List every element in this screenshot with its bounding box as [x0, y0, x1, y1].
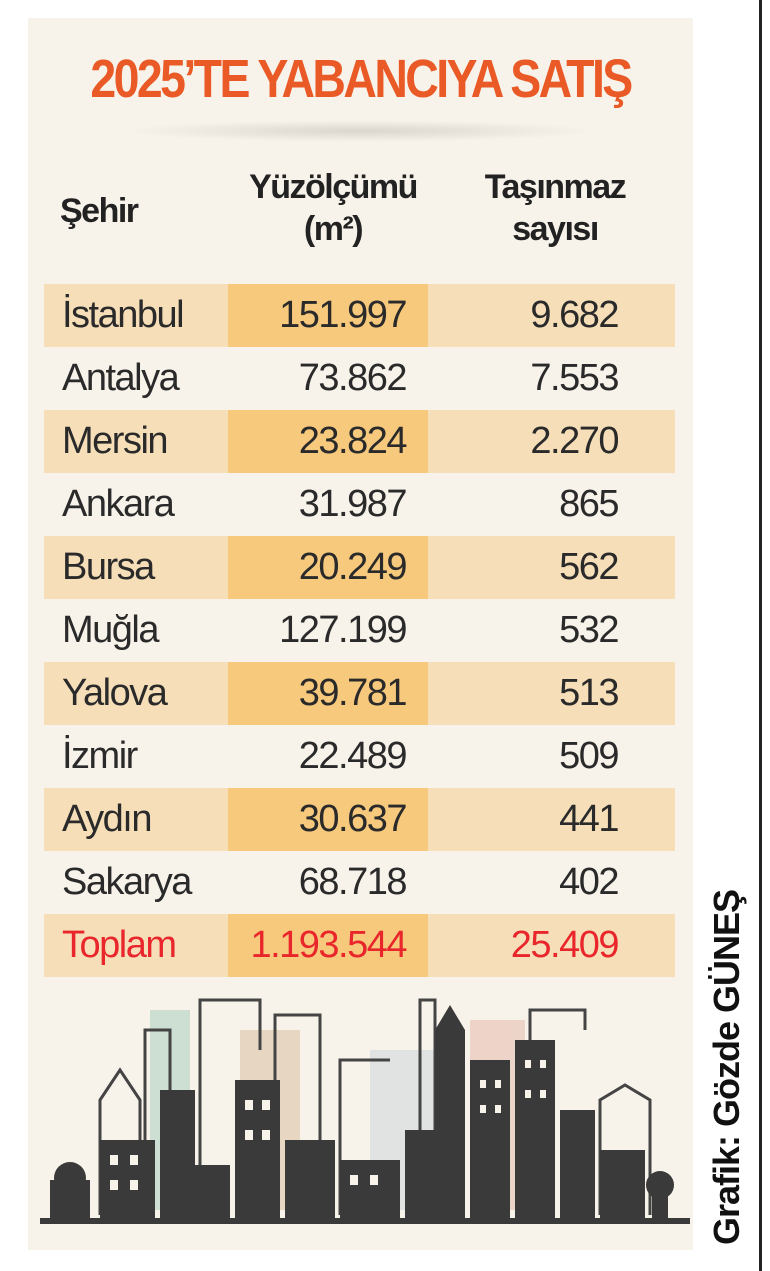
area-value: 23.824: [228, 410, 428, 473]
table-row: Aydın 30.637 441: [44, 788, 675, 851]
property-count: 402: [559, 861, 619, 903]
table-row: İstanbul 151.997 9.682: [44, 284, 675, 347]
city-name: Mersin: [62, 420, 169, 462]
infographic-panel: [28, 18, 693, 1250]
city-name: Toplam: [62, 924, 177, 966]
area-value: 22.489: [298, 735, 408, 777]
header-city: Şehir: [60, 192, 139, 230]
city-name: Muğla: [62, 609, 160, 651]
area-value: 68.718: [298, 861, 408, 903]
table-row: Ankara 31.987 865: [44, 473, 675, 536]
table-row: Antalya 73.862 7.553: [44, 347, 675, 410]
property-count: 509: [559, 735, 619, 777]
property-count: 2.270: [530, 420, 619, 462]
city-skyline-illustration: [40, 990, 690, 1235]
sales-table: İstanbul 151.997 9.682 Antalya 73.862 7.553 Me…: [44, 284, 675, 977]
header-area: Yüzölçümü (m²): [249, 168, 418, 248]
property-count: 562: [559, 546, 619, 588]
area-value: 151.997: [228, 284, 428, 347]
area-value: 1.193.544: [228, 914, 428, 977]
property-count: 7.553: [530, 357, 619, 399]
table-row: Mersin 23.824 2.270: [44, 410, 675, 473]
area-value: 39.781: [228, 662, 428, 725]
table-row: Bursa 20.249 562: [44, 536, 675, 599]
area-value: 31.987: [298, 483, 408, 525]
city-name: Aydın: [62, 798, 152, 840]
area-value: 30.637: [228, 788, 428, 851]
table-row: Muğla 127.199 532: [44, 599, 675, 662]
city-name: Ankara: [62, 483, 175, 525]
infographic-title: 2025’TE YABANCIYA SATIŞ: [90, 49, 633, 109]
property-count: 9.682: [530, 294, 619, 336]
property-count: 25.409: [510, 924, 620, 966]
column-divider-line: [759, 0, 762, 1271]
property-count: 865: [559, 483, 619, 525]
title-shadow: [120, 120, 600, 142]
area-value: 20.249: [228, 536, 428, 599]
city-name: Yalova: [62, 672, 168, 714]
city-name: Bursa: [62, 546, 155, 588]
property-count: 532: [559, 609, 619, 651]
property-count: 441: [559, 798, 619, 840]
property-count: 513: [559, 672, 619, 714]
city-name: İstanbul: [62, 294, 185, 336]
area-value: 73.862: [298, 357, 408, 399]
header-count: Taşınmaz sayısı: [484, 168, 627, 248]
table-row: İzmir 22.489 509: [44, 725, 675, 788]
graphic-credit: Grafik: Gözde GÜNEŞ: [706, 889, 747, 1245]
area-value: 127.199: [279, 609, 407, 651]
city-name: Sakarya: [62, 861, 192, 903]
table-row: Sakarya 68.718 402: [44, 851, 675, 914]
total-row: Toplam 1.193.544 25.409: [44, 914, 675, 977]
city-name: İzmir: [62, 735, 138, 777]
table-row: Yalova 39.781 513: [44, 662, 675, 725]
city-name: Antalya: [62, 357, 180, 399]
